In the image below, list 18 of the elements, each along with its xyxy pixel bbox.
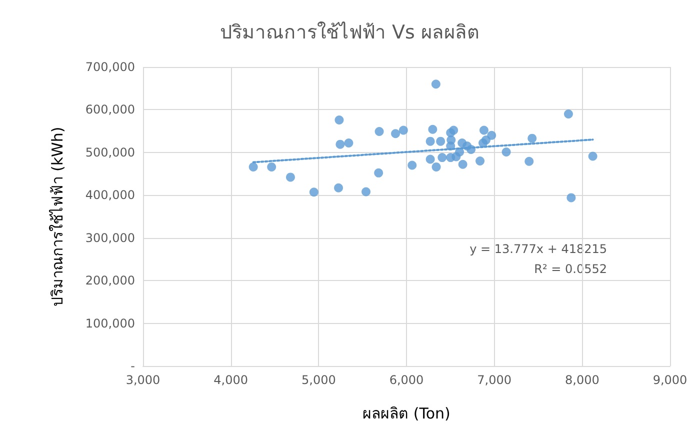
y-tick-label: 600,000 [85,102,135,117]
y-tick-label: 400,000 [85,188,135,202]
x-tick-label: 7,000 [477,373,512,387]
x-tick-label: 3,000 [126,373,160,387]
x-axis-title: ผลผลิต (Ton) [362,404,450,422]
chart-title: ปริมาณการใช้ไฟฟ้า Vs ผลผลิต [220,22,479,44]
x-tick-label: 9,000 [652,373,688,387]
x-tick-label: 4,000 [214,373,248,387]
y-tick-label: - [130,359,135,373]
x-tick-label: 5,000 [301,373,336,387]
y-tick-label: 100,000 [85,316,135,330]
y-tick-label: 200,000 [85,274,135,288]
y-axis-title: ปริมาณการใช้ไฟฟ้า (kWh) [48,126,66,306]
x-tick-label: 6,000 [389,373,424,387]
y-tick-label: 500,000 [85,145,135,160]
y-tick-label: 700,000 [85,60,135,74]
x-tick-label: 8,000 [564,373,600,387]
y-tick-label: 300,000 [85,230,135,245]
